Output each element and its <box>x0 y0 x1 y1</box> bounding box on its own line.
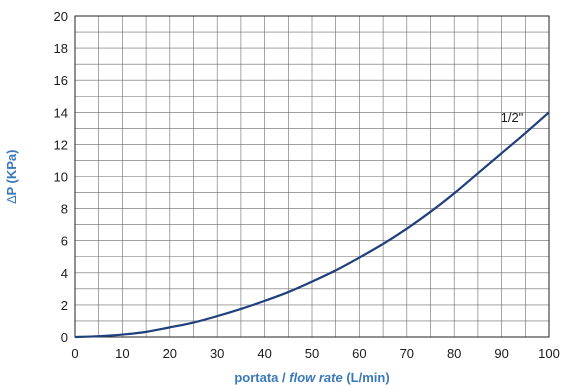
x-tick-label: 80 <box>447 346 461 361</box>
x-tick-label: 40 <box>257 346 271 361</box>
y-tick-label: 10 <box>54 170 68 185</box>
plot-frame <box>74 15 550 338</box>
y-tick-label: 16 <box>54 73 68 88</box>
x-tick-label: 90 <box>494 346 508 361</box>
y-axis-title-text: P (KPa) <box>4 150 19 196</box>
y-tick-label: 2 <box>61 298 68 313</box>
x-axis-title-part-1: portata / <box>234 370 289 385</box>
y-tick-label: 8 <box>61 202 68 217</box>
y-tick-label: 4 <box>61 266 68 281</box>
y-tick-label: 0 <box>61 330 68 345</box>
x-tick-label: 10 <box>115 346 129 361</box>
grid <box>74 15 550 338</box>
y-tick-labels: 0 2 4 6 8 10 12 14 16 18 20 <box>54 9 68 345</box>
y-axis-title-delta: ∆ <box>4 195 19 203</box>
x-axis-title-part-3: (L/min) <box>343 370 390 385</box>
x-tick-label: 100 <box>538 346 560 361</box>
y-tick-label: 20 <box>54 9 68 24</box>
x-axis-title: portata / flow rate (L/min) <box>234 370 389 385</box>
x-tick-label: 20 <box>163 346 177 361</box>
y-axis-title: ∆P (KPa) <box>4 150 19 204</box>
y-tick-label: 12 <box>54 137 68 152</box>
x-tick-label: 60 <box>352 346 366 361</box>
y-tick-label: 6 <box>61 234 68 249</box>
series-label-1-2: 1/2" <box>501 110 524 125</box>
x-tick-labels: 0 10 20 30 40 50 60 70 80 90 100 <box>71 346 559 361</box>
x-tick-label: 0 <box>71 346 78 361</box>
x-tick-label: 50 <box>305 346 319 361</box>
series-line-1-2 <box>74 111 550 339</box>
y-tick-label: 14 <box>54 105 68 120</box>
x-tick-label: 30 <box>210 346 224 361</box>
x-tick-label: 70 <box>400 346 414 361</box>
y-tick-label: 18 <box>54 41 68 56</box>
x-axis-title-part-2: flow rate <box>289 370 342 385</box>
